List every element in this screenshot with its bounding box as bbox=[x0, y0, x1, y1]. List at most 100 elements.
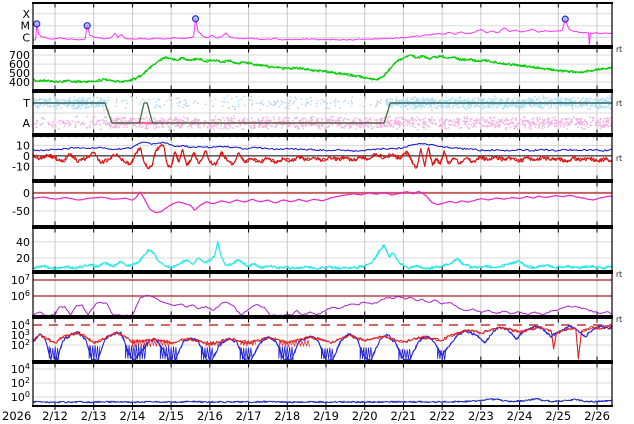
sector-dot bbox=[191, 120, 194, 122]
sector-dot bbox=[504, 119, 506, 122]
sector-dot bbox=[460, 100, 462, 103]
sector-dot bbox=[609, 107, 611, 110]
sector-dot bbox=[352, 120, 354, 122]
sector-dot bbox=[86, 127, 89, 129]
sector-dot bbox=[261, 119, 263, 122]
sector-dot bbox=[501, 107, 503, 110]
sector-dot bbox=[468, 106, 471, 109]
sector-dot bbox=[254, 124, 256, 126]
sector-dot bbox=[233, 117, 236, 120]
sector-dot bbox=[78, 121, 80, 123]
sector-dot bbox=[298, 119, 301, 122]
sector-dot bbox=[474, 105, 477, 107]
sector-dot bbox=[283, 120, 286, 123]
sector-dot bbox=[589, 107, 591, 110]
sector-dot bbox=[467, 100, 469, 103]
sector-dot bbox=[310, 119, 313, 122]
sector-dot bbox=[86, 115, 89, 118]
sector-dot bbox=[472, 122, 475, 124]
sector-dot bbox=[214, 115, 217, 118]
sector-dot bbox=[117, 117, 120, 120]
sector-dot bbox=[167, 118, 170, 121]
sector-dot bbox=[441, 106, 444, 109]
sector-dot bbox=[122, 99, 124, 102]
sector-dot bbox=[313, 123, 316, 126]
sector-dot bbox=[309, 96, 312, 99]
sector-dot bbox=[184, 99, 187, 102]
sector-dot bbox=[219, 119, 222, 122]
sector-dot bbox=[153, 127, 156, 130]
sector-dot bbox=[326, 107, 328, 110]
sector-dot bbox=[204, 103, 207, 106]
sector-dot bbox=[464, 99, 467, 101]
sector-dot bbox=[535, 98, 538, 101]
sector-dot bbox=[300, 98, 303, 101]
sector-dot bbox=[284, 101, 287, 104]
sector-dot bbox=[395, 98, 398, 101]
sector-dot bbox=[604, 98, 607, 101]
sector-dot bbox=[477, 100, 480, 103]
sector-dot bbox=[560, 118, 563, 121]
sector-dot bbox=[305, 118, 307, 121]
sector-dot bbox=[396, 103, 398, 106]
sector-dot bbox=[438, 120, 441, 123]
sector-dot bbox=[507, 106, 510, 108]
sector-dot bbox=[456, 121, 459, 124]
sector-dot bbox=[175, 124, 178, 127]
sector-dot bbox=[327, 118, 330, 121]
sector-dot bbox=[408, 121, 411, 124]
sector-dot bbox=[103, 100, 105, 103]
sector-dot bbox=[463, 106, 466, 109]
sector-dot bbox=[542, 106, 545, 109]
sector-dot bbox=[522, 103, 525, 106]
sector-dot bbox=[557, 100, 560, 103]
sector-dot bbox=[79, 124, 82, 126]
sector-dot bbox=[116, 119, 119, 121]
y-tick-label: 106 bbox=[11, 289, 30, 303]
sector-dot bbox=[519, 105, 522, 108]
sector-dot bbox=[66, 99, 69, 102]
sector-dot bbox=[564, 122, 566, 124]
sector-dot bbox=[63, 125, 66, 128]
sector-dot bbox=[144, 127, 147, 130]
sector-dot bbox=[475, 117, 478, 120]
sector-dot bbox=[277, 99, 279, 102]
sector-dot bbox=[203, 125, 205, 128]
sector-dot bbox=[223, 119, 226, 122]
sector-dot bbox=[546, 97, 549, 100]
sector-dot bbox=[564, 99, 567, 101]
sector-dot bbox=[607, 105, 610, 108]
sector-dot bbox=[524, 116, 526, 119]
sector-dot bbox=[294, 126, 297, 129]
sector-dot bbox=[143, 99, 146, 102]
sector-dot bbox=[305, 98, 308, 100]
sector-dot bbox=[481, 124, 484, 127]
sector-dot bbox=[517, 99, 520, 102]
sector-dot bbox=[492, 106, 494, 109]
sector-dot bbox=[67, 104, 70, 107]
x-axis-date-label: 2/25 bbox=[545, 409, 571, 423]
sector-dot bbox=[450, 119, 452, 122]
rt-label: rt bbox=[616, 270, 622, 279]
sector-dot bbox=[447, 123, 450, 126]
sector-dot bbox=[149, 123, 152, 126]
sector-dot bbox=[487, 121, 490, 124]
sector-dot bbox=[186, 125, 189, 128]
sector-dot bbox=[68, 99, 71, 102]
sector-dot bbox=[433, 119, 436, 121]
sector-dot bbox=[221, 100, 224, 103]
sector-dot bbox=[585, 104, 588, 107]
sector-dot bbox=[49, 99, 51, 102]
sector-dot bbox=[172, 123, 175, 126]
sector-dot bbox=[467, 97, 470, 100]
sector-dot bbox=[543, 121, 545, 124]
sector-dot bbox=[65, 122, 67, 125]
sector-dot bbox=[448, 105, 450, 108]
sector-dot bbox=[125, 120, 127, 122]
sector-dot bbox=[427, 97, 429, 100]
sector-dot bbox=[511, 99, 514, 102]
sector-dot bbox=[451, 120, 453, 123]
sector-dot bbox=[77, 106, 80, 108]
sector-dot bbox=[370, 123, 373, 126]
sector-dot bbox=[431, 116, 433, 118]
